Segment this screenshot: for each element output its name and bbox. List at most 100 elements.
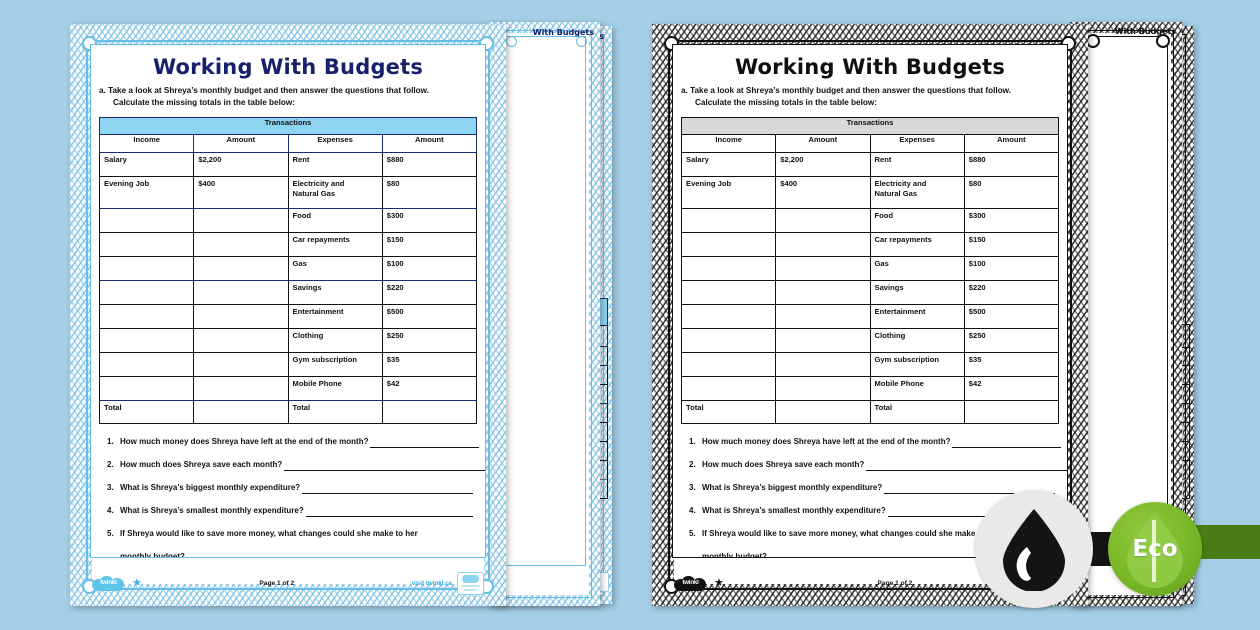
row-expense-cell: Mobile Phone [287,376,383,401]
row-income-amount-cell[interactable] [193,376,289,401]
row-expense-amount-cell[interactable]: $300 [381,208,478,233]
budget-table-grey: Transactions Income Amount Expenses Amou… [680,117,1060,424]
row-income-cell[interactable] [98,328,195,353]
eco-badge[interactable]: Eco [1108,502,1202,596]
col-header-expenses-grey: Expenses [869,134,965,153]
twinkl-logo-icon[interactable]: twinkl [92,575,125,591]
total-income-label-grey: Total [680,400,777,424]
row-income-cell[interactable] [98,256,195,281]
row-income-cell[interactable] [98,304,195,329]
table-band-title: Transactions [99,117,477,135]
total-income-amount[interactable] [193,400,289,424]
row-income-amount-cell[interactable] [193,280,289,305]
row-income-amount-cell[interactable] [775,376,871,401]
row-income-amount-cell[interactable] [775,232,871,257]
row-expense-amount-cell[interactable]: $35 [381,352,478,377]
table-row: Entertainment $500 [680,304,1060,329]
row-income-cell[interactable] [680,352,777,377]
row-expense-amount-cell[interactable]: $100 [381,256,478,281]
total-expense-amount-grey[interactable] [963,400,1060,424]
row-income-cell[interactable] [98,208,195,233]
row-expense-cell: Savings [869,280,965,305]
row-expense-amount-cell[interactable]: $100 [963,256,1060,281]
row-income-cell[interactable] [680,232,777,257]
row-income-cell[interactable] [680,304,777,329]
row-expense-amount-cell[interactable]: $35 [963,352,1060,377]
answer-line[interactable] [770,553,1010,557]
row-expense-amount-cell[interactable]: $250 [963,328,1060,353]
row-expense-cell: Entertainment [869,304,965,329]
question-item: 5. If Shreya would like to save more mone… [107,528,471,557]
row-income-amount-cell[interactable] [775,304,871,329]
row-expense-amount-cell[interactable]: $500 [963,304,1060,329]
total-expense-amount[interactable] [381,400,478,424]
row-income-amount-cell[interactable] [193,232,289,257]
row-expense-amount-cell[interactable]: $80 [963,176,1060,209]
row-income-amount-cell[interactable]: $2,200 [775,152,871,177]
table-row: Mobile Phone $42 [98,376,478,401]
row-income-amount-cell[interactable] [193,304,289,329]
row-income-amount-cell[interactable]: $2,200 [193,152,289,177]
answer-line[interactable] [866,461,1067,471]
row-expense-cell: Gas [287,256,383,281]
row-income-amount-cell[interactable] [775,328,871,353]
table-body-colour: Salary $2,200 Rent $880 Evening Job $400 Elect… [98,152,478,401]
row-expense-amount-cell[interactable]: $880 [381,152,478,177]
row-expense-amount-cell[interactable]: $42 [963,376,1060,401]
ink-saver-badge[interactable] [975,490,1093,608]
row-expense-amount-cell[interactable]: $80 [381,176,478,209]
row-expense-amount-cell[interactable]: $150 [381,232,478,257]
instruction-line-1: a. Take a look at Shreya’s monthly budge… [99,86,429,95]
row-income-cell[interactable] [680,328,777,353]
row-income-amount-cell[interactable] [775,352,871,377]
row-expense-amount-cell[interactable]: $300 [963,208,1060,233]
row-expense-cell: Car repayments [287,232,383,257]
row-income-amount-cell[interactable] [775,280,871,305]
row-expense-cell: Clothing [869,328,965,353]
row-expense-amount-cell[interactable]: $42 [381,376,478,401]
table-row: Gas $100 [98,256,478,281]
row-income-cell[interactable] [98,280,195,305]
row-income-amount-cell[interactable] [775,256,871,281]
row-income-amount-cell[interactable] [193,208,289,233]
row-expense-amount-cell[interactable]: $250 [381,328,478,353]
row-income-amount-cell[interactable] [775,208,871,233]
answer-line[interactable] [188,553,428,557]
row-income-amount-cell[interactable] [193,352,289,377]
total-income-amount-grey[interactable] [775,400,871,424]
answer-line[interactable] [884,484,1056,494]
row-income-cell[interactable] [98,352,195,377]
worksheet-page-colour[interactable]: Working With Budgets a. Take a look at S… [70,24,506,606]
twinkl-logo-text-grey: twinkl [682,578,699,586]
row-expense-amount-cell[interactable]: $150 [963,232,1060,257]
answer-line[interactable] [952,438,1061,448]
table-row: Evening Job $400 Electricity and Natural Ga… [98,176,478,209]
row-expense-amount-cell[interactable]: $220 [963,280,1060,305]
table-row: Evening Job $400 Electricity and Natural Ga… [680,176,1060,209]
row-income-amount-cell[interactable]: $400 [775,176,871,209]
table-row: Food $300 [98,208,478,233]
question-number: 1. [689,437,696,446]
row-income-cell[interactable] [98,232,195,257]
answer-line[interactable] [887,507,1056,517]
row-expense-amount-cell[interactable]: $220 [381,280,478,305]
row-income-amount-cell[interactable] [193,256,289,281]
table-band-title-grey: Transactions [681,117,1059,135]
row-expense-amount-cell[interactable]: $500 [381,304,478,329]
twinkl-logo-icon-grey[interactable]: twinkl [674,575,707,591]
row-income-cell[interactable] [98,376,195,401]
row-income-cell[interactable] [680,208,777,233]
row-expense-amount-cell[interactable]: $880 [963,152,1060,177]
row-income-cell: Salary [680,152,777,177]
row-income-cell[interactable] [680,256,777,281]
row-income-cell[interactable] [680,280,777,305]
visit-link[interactable]: visit twinkl.ca [411,579,452,587]
answer-line[interactable] [305,507,474,517]
row-income-cell[interactable] [680,376,777,401]
answer-line[interactable] [302,484,474,494]
answer-line[interactable] [370,438,479,448]
instruction-block-grey: a. Take a look at Shreya’s monthly budge… [681,85,1057,109]
row-income-amount-cell[interactable]: $400 [193,176,289,209]
answer-line[interactable] [284,461,485,471]
row-income-amount-cell[interactable] [193,328,289,353]
